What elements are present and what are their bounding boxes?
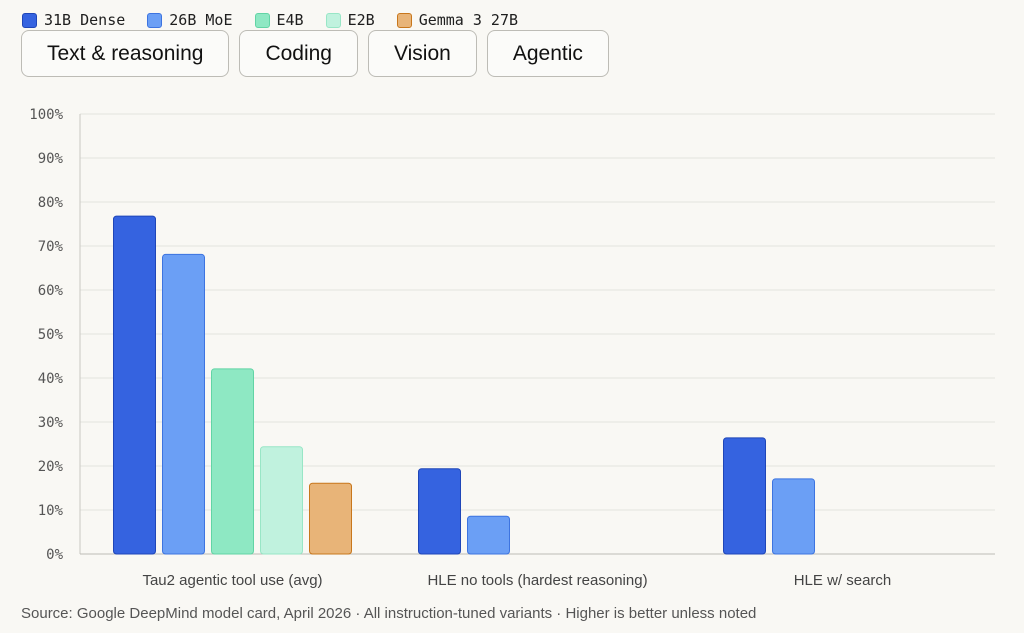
bar-e4b <box>211 368 254 555</box>
y-tick-label: 50% <box>38 327 64 343</box>
category-tabs: Text & reasoning Coding Vision Agentic <box>21 30 609 77</box>
legend-label: Gemma 3 27B <box>418 11 519 29</box>
legend-item-gemma-3-27b: Gemma 3 27B <box>396 11 519 29</box>
legend-label: E4B <box>276 11 304 29</box>
y-tick-label: 20% <box>38 459 64 475</box>
bar-31b-dense <box>418 468 461 555</box>
legend-item-e4b: E4B <box>254 11 304 29</box>
bar-gemma-3-27b <box>309 482 352 555</box>
legend-swatch <box>325 12 341 28</box>
legend-swatch <box>147 12 163 28</box>
bar-26b-moe <box>772 478 815 555</box>
y-tick-label: 60% <box>38 283 64 299</box>
x-category-label: HLE w/ search <box>794 572 892 589</box>
y-tick-label: 70% <box>38 239 64 255</box>
legend: 31B Dense 26B MoE E4B E2B Gemma 3 27B <box>22 9 518 31</box>
y-tick-label: 40% <box>38 371 64 387</box>
y-tick-label: 100% <box>29 107 63 123</box>
tab-vision[interactable]: Vision <box>368 30 477 77</box>
bar-31b-dense <box>113 215 156 555</box>
legend-item-26b-moe: 26B MoE <box>147 11 233 29</box>
y-tick-label: 80% <box>38 195 64 211</box>
y-tick-label: 30% <box>38 415 64 431</box>
legend-swatch <box>22 12 37 28</box>
x-category-label: HLE no tools (hardest reasoning) <box>427 572 647 589</box>
tab-coding[interactable]: Coding <box>239 30 358 77</box>
legend-item-31b-dense: 31B Dense <box>22 11 125 29</box>
bar-chart: 0% 10% 20% 30% 40% 50% 60% 70% 80% 90% 100% Tau2 ag… <box>29 107 995 589</box>
tab-agentic[interactable]: Agentic <box>486 30 609 77</box>
bar-26b-moe <box>162 253 205 555</box>
bar-26b-moe <box>467 515 510 555</box>
source-note: Source: Google DeepMind model card, Apri… <box>21 605 757 622</box>
legend-label: E2B <box>347 11 375 29</box>
bar-31b-dense <box>723 437 766 555</box>
legend-label: 26B MoE <box>169 11 233 29</box>
y-tick-label: 0% <box>46 547 63 563</box>
legend-item-e2b: E2B <box>325 11 375 29</box>
legend-swatch <box>396 12 412 28</box>
y-tick-label: 10% <box>38 503 64 519</box>
x-category-label: Tau2 agentic tool use (avg) <box>142 572 322 589</box>
y-tick-label: 90% <box>38 151 64 167</box>
legend-label: 31B Dense <box>44 11 126 29</box>
bar-e2b <box>260 446 303 555</box>
tab-text-reasoning[interactable]: Text & reasoning <box>21 30 230 77</box>
legend-swatch <box>254 12 270 28</box>
